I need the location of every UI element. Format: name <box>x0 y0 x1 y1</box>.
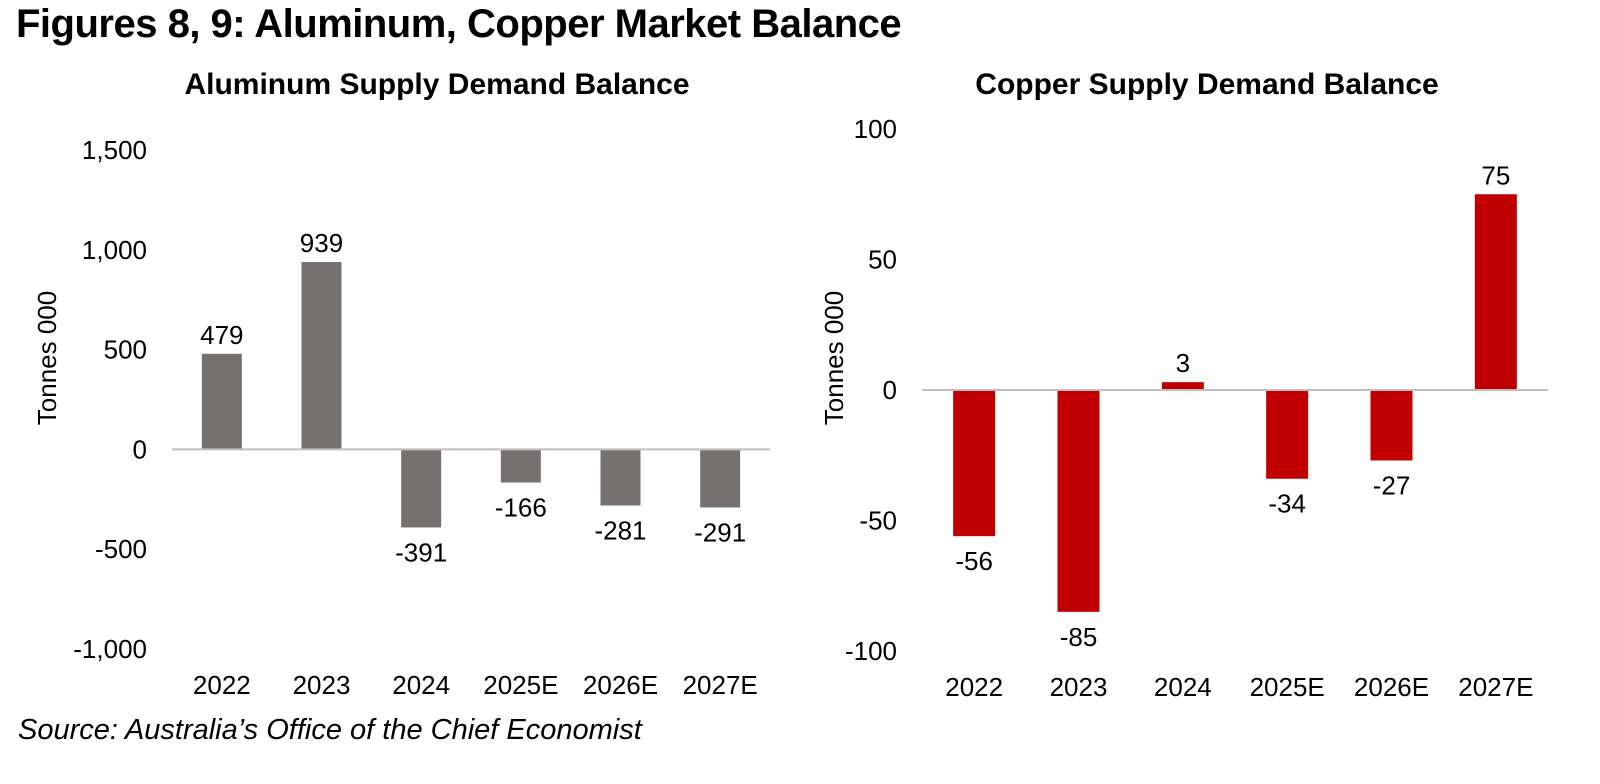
x-tick-label: 2023 <box>293 670 351 700</box>
y-tick-label: 1,000 <box>82 235 147 265</box>
bar-2024 <box>401 449 442 528</box>
x-tick-label: 2025E <box>1250 672 1325 702</box>
y-tick-label: 500 <box>104 335 147 365</box>
x-tick-label: 2027E <box>1458 672 1533 702</box>
bar-2023 <box>301 261 342 450</box>
data-label: -166 <box>495 493 547 523</box>
x-tick-label: 2022 <box>945 672 1003 702</box>
data-label: 3 <box>1176 348 1190 378</box>
x-tick-label: 2024 <box>392 670 450 700</box>
bar-2022 <box>201 353 242 450</box>
y-tick-label: 1,500 <box>82 135 147 165</box>
x-tick-label: 2025E <box>483 670 558 700</box>
bar-2027e <box>700 449 741 508</box>
y-tick-label: -100 <box>845 636 897 666</box>
data-label: 75 <box>1481 160 1510 190</box>
y-tick-label: -50 <box>859 506 897 536</box>
data-label: 479 <box>200 320 243 350</box>
x-tick-label: 2027E <box>683 670 758 700</box>
bar-2026e <box>1370 390 1413 461</box>
bar-2024 <box>1161 382 1204 390</box>
bar-2025e <box>1266 390 1309 479</box>
data-label: -291 <box>694 517 746 547</box>
bar-2027e <box>1474 194 1517 390</box>
copper-chart: Copper Supply Demand Balance Tonnes 000 10… <box>819 68 1548 702</box>
chart-title: Aluminum Supply Demand Balance <box>184 68 689 101</box>
source-note: Source: Australia’s Office of the Chief … <box>18 714 642 746</box>
x-tick-label: 2026E <box>1354 672 1429 702</box>
data-label: -27 <box>1373 470 1411 500</box>
y-axis-label: Tonnes 000 <box>819 291 849 425</box>
x-tick-label: 2026E <box>583 670 658 700</box>
y-tick-label: -500 <box>95 534 147 564</box>
y-tick-label: 50 <box>868 245 897 275</box>
y-tick-label: 0 <box>133 434 147 464</box>
x-tick-label: 2023 <box>1050 672 1108 702</box>
y-axis-label: Tonnes 000 <box>32 291 62 425</box>
data-label: -391 <box>395 537 447 567</box>
bar-2026e <box>600 449 641 506</box>
data-label: -281 <box>594 515 646 545</box>
data-label: -85 <box>1060 622 1098 652</box>
x-tick-label: 2024 <box>1154 672 1212 702</box>
y-tick-label: -1,000 <box>73 634 147 664</box>
bar-2023 <box>1057 390 1100 612</box>
bar-2022 <box>953 390 996 537</box>
chart-title: Copper Supply Demand Balance <box>975 68 1438 101</box>
x-tick-label: 2022 <box>193 670 251 700</box>
bar-2025e <box>500 449 541 483</box>
aluminum-chart: Aluminum Supply Demand Balance Tonnes 000… <box>32 68 770 700</box>
y-tick-label: 0 <box>883 375 897 405</box>
data-label: -56 <box>955 546 993 576</box>
y-tick-label: 100 <box>854 114 897 144</box>
data-label: -34 <box>1268 489 1306 519</box>
figure-title: Figures 8, 9: Aluminum, Copper Market Ba… <box>16 2 902 46</box>
data-label: 939 <box>300 228 343 258</box>
